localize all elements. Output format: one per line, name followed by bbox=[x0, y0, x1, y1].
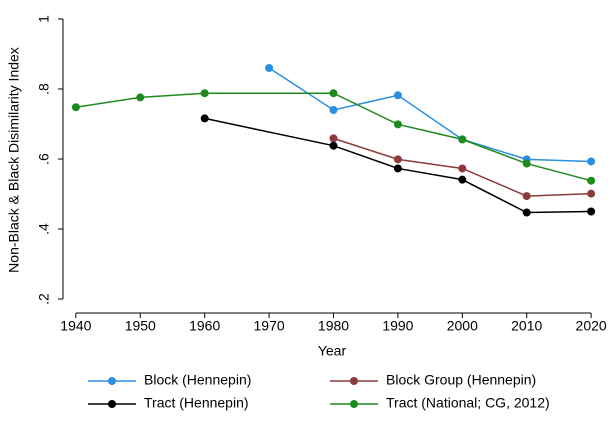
x-tick-label: 2020 bbox=[576, 318, 607, 334]
y-axis-title: Non-Black & Black Disimilarity Index bbox=[6, 47, 22, 273]
y-tick-label: .6 bbox=[36, 153, 52, 165]
data-point bbox=[329, 106, 338, 114]
data-point bbox=[329, 141, 338, 150]
data-point bbox=[200, 114, 209, 123]
data-point bbox=[587, 176, 596, 185]
series-line bbox=[204, 117, 592, 214]
legend-marker bbox=[350, 377, 358, 385]
legend-marker bbox=[108, 400, 116, 408]
legend-label: Tract (National; CG, 2012) bbox=[386, 395, 550, 411]
legend-label: Block (Hennepin) bbox=[144, 372, 251, 388]
y-tick-label: 1 bbox=[36, 15, 52, 23]
y-tick-label: .2 bbox=[36, 293, 52, 305]
series-line bbox=[268, 67, 592, 163]
data-point bbox=[265, 64, 274, 72]
x-tick-label: 1980 bbox=[318, 318, 349, 334]
data-point bbox=[587, 207, 596, 216]
legend-marker bbox=[108, 377, 116, 385]
legend-label: Block Group (Hennepin) bbox=[386, 372, 536, 388]
data-point bbox=[393, 155, 402, 164]
series-line bbox=[75, 92, 592, 182]
x-axis-title: Year bbox=[318, 343, 347, 359]
data-point bbox=[587, 157, 596, 166]
data-point bbox=[393, 120, 402, 129]
data-point bbox=[458, 164, 467, 173]
data-point bbox=[458, 175, 467, 184]
x-tick-label: 2000 bbox=[447, 318, 478, 334]
y-tick-label: .4 bbox=[36, 223, 52, 235]
y-tick-label: .8 bbox=[36, 83, 52, 95]
data-point bbox=[587, 189, 596, 198]
legend-marker bbox=[350, 400, 358, 408]
x-tick-label: 1950 bbox=[125, 318, 156, 334]
x-tick-label: 1960 bbox=[189, 318, 220, 334]
data-point bbox=[393, 91, 402, 100]
data-point bbox=[200, 89, 209, 98]
data-point bbox=[522, 159, 531, 168]
data-point bbox=[522, 192, 531, 201]
x-tick-label: 2010 bbox=[511, 318, 542, 334]
x-tick-label: 1970 bbox=[254, 318, 285, 334]
data-point bbox=[329, 134, 338, 143]
x-tick-label: 1940 bbox=[60, 318, 91, 334]
legend-label: Tract (Hennepin) bbox=[144, 395, 249, 411]
data-point bbox=[71, 103, 80, 112]
data-point bbox=[393, 164, 402, 173]
data-point bbox=[458, 135, 467, 144]
x-tick-label: 1990 bbox=[382, 318, 413, 334]
data-point bbox=[136, 93, 145, 102]
data-point bbox=[522, 208, 531, 217]
data-point bbox=[329, 89, 338, 98]
